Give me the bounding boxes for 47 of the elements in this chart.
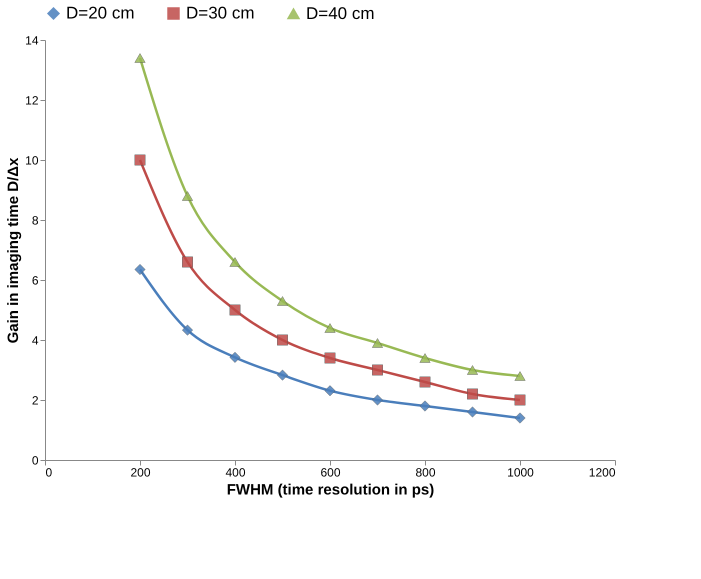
- x-axis-title: FWHM (time resolution in ps): [226, 482, 434, 498]
- point: [134, 264, 146, 275]
- point: [420, 376, 430, 388]
- point: [230, 352, 240, 363]
- point: [420, 400, 430, 412]
- point: [372, 364, 383, 376]
- point: [514, 394, 526, 406]
- x-tick-label: 0: [46, 466, 52, 480]
- point: [324, 323, 336, 333]
- x-tick-label: 200: [130, 466, 151, 480]
- x-tick-label: 400: [225, 466, 246, 480]
- point: [514, 371, 526, 381]
- point: [134, 154, 146, 166]
- x-tick-label: 600: [320, 466, 341, 480]
- point: [182, 256, 193, 268]
- y-tick-label: 14: [25, 34, 39, 48]
- legend-label: D=30 cm: [186, 4, 254, 23]
- legend-label: D=40 cm: [306, 4, 374, 23]
- legend-label: D=20 cm: [66, 4, 134, 23]
- point: [467, 388, 478, 400]
- point: [324, 352, 336, 364]
- y-tick-label: 10: [25, 154, 39, 168]
- point: [324, 385, 336, 396]
- x-tick-label: 800: [415, 466, 436, 480]
- point: [467, 365, 478, 375]
- point: [420, 353, 430, 363]
- y-tick-label: 0: [32, 454, 39, 468]
- point: [230, 304, 240, 316]
- point: [514, 412, 526, 424]
- x-tick-label: 1200: [588, 466, 616, 480]
- y-axis-title: Gain in imaging time D/Δx: [5, 156, 22, 344]
- x-tick-label: 1000: [507, 466, 534, 480]
- y-tick-label: 4: [32, 334, 39, 348]
- point: [372, 394, 383, 406]
- point: [372, 338, 383, 348]
- point: [467, 406, 478, 418]
- point: [134, 53, 146, 63]
- y-tick-label: 6: [32, 274, 39, 288]
- point: [230, 257, 240, 267]
- point: [277, 370, 288, 381]
- point: [182, 324, 193, 336]
- point: [277, 296, 288, 306]
- point: [277, 334, 288, 346]
- point: [182, 191, 193, 201]
- y-tick-label: 8: [32, 214, 39, 228]
- y-tick-label: 2: [32, 394, 39, 408]
- y-tick-label: 12: [25, 94, 39, 108]
